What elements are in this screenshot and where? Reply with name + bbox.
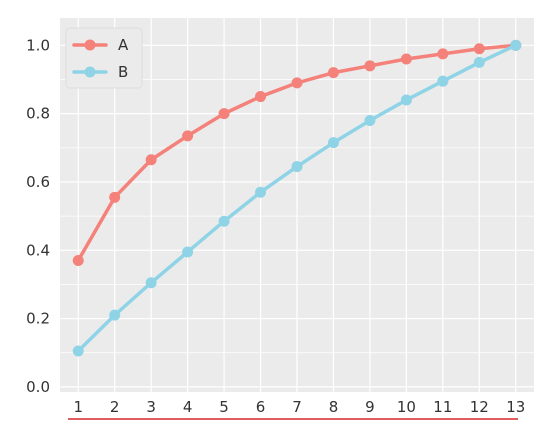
series-group — [72, 39, 522, 357]
series-b — [72, 39, 522, 357]
grid-lines — [60, 18, 534, 392]
x-tick-label: 11 — [433, 398, 452, 416]
data-point — [72, 345, 84, 357]
data-point — [364, 60, 376, 72]
y-tick-label: 1.0 — [26, 36, 50, 54]
data-point — [291, 161, 303, 173]
y-tick-label: 0.4 — [26, 241, 50, 259]
legend-box — [65, 27, 143, 89]
data-point — [255, 186, 267, 198]
legend-marker — [84, 66, 96, 78]
data-point — [473, 43, 485, 55]
x-tick-label: 6 — [256, 398, 266, 416]
data-point — [400, 94, 412, 106]
data-point — [437, 48, 449, 60]
y-tick-label: 0.8 — [26, 105, 50, 123]
data-point — [255, 91, 267, 103]
x-tick-labels: 1 2 3 4 5 6 7 8 9 10 11 12 13 — [73, 398, 525, 416]
x-tick-label: 4 — [183, 398, 193, 416]
y-tick-label: 0.0 — [26, 378, 50, 396]
x-tick-label: 7 — [292, 398, 302, 416]
data-point — [109, 309, 121, 321]
data-point — [437, 75, 449, 87]
legend-label: B — [118, 63, 128, 81]
x-tick-label: 12 — [470, 398, 489, 416]
data-point — [473, 56, 485, 68]
x-tick-label: 8 — [329, 398, 339, 416]
data-point — [145, 277, 157, 289]
x-tick-label: 13 — [506, 398, 525, 416]
x-tick-label: 9 — [365, 398, 375, 416]
x-tick-label: 3 — [146, 398, 156, 416]
y-tick-label: 0.2 — [26, 310, 50, 328]
legend-label: A — [118, 36, 129, 54]
data-point — [145, 154, 157, 166]
legend-marker — [84, 39, 96, 51]
data-point — [327, 137, 339, 149]
data-point — [72, 255, 84, 267]
data-point — [291, 77, 303, 89]
data-point — [109, 191, 121, 203]
x-tick-label: 10 — [397, 398, 416, 416]
x-tick-label: 5 — [219, 398, 229, 416]
x-tick-label: 1 — [73, 398, 83, 416]
y-tick-labels: 0.0 0.2 0.4 0.6 0.8 1.0 — [26, 36, 50, 396]
data-point — [182, 130, 194, 142]
data-point — [400, 53, 412, 65]
data-point — [364, 114, 376, 126]
data-point — [510, 39, 522, 51]
data-point — [182, 246, 194, 258]
data-point — [218, 215, 230, 227]
data-point — [218, 108, 230, 120]
series-a — [72, 39, 522, 267]
legend: AB — [65, 27, 143, 89]
data-point — [327, 67, 339, 79]
y-tick-label: 0.6 — [26, 173, 50, 191]
x-tick-label: 2 — [110, 398, 120, 416]
